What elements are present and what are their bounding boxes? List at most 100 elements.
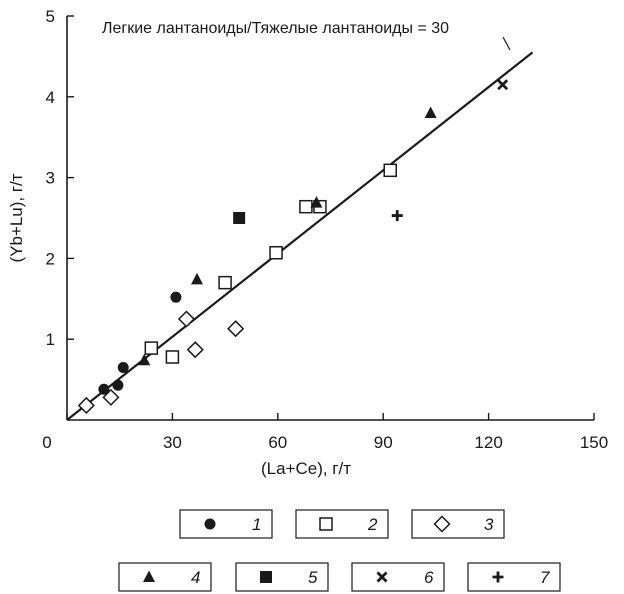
legend-box — [295, 509, 389, 539]
diamond-marker — [177, 310, 196, 328]
data-point-series-5 — [233, 212, 246, 224]
diamond-marker — [102, 388, 120, 406]
data-point-series-2 — [165, 350, 180, 364]
legend-label: 3 — [484, 515, 494, 534]
diamond-marker — [227, 320, 245, 338]
diamond-marker — [77, 396, 95, 415]
legend-marker-2 — [319, 517, 333, 531]
triangle-marker — [190, 272, 203, 285]
legend-item-6: 6 — [351, 562, 445, 592]
x-tick-label: 60 — [268, 433, 287, 452]
square-marker — [319, 517, 333, 531]
cross-marker — [376, 571, 388, 583]
ratio-annotation: Легкие лантаноиды/Тяжелые лантаноиды = 3… — [102, 20, 449, 37]
circle-marker — [112, 379, 124, 391]
diamond-marker — [186, 341, 204, 359]
x-tick-label: 120 — [474, 433, 502, 452]
legend-box — [411, 509, 505, 539]
data-point-series-4 — [190, 272, 203, 285]
x-tick-label: 90 — [374, 433, 393, 452]
data-point-series-1 — [98, 383, 110, 395]
data-point-series-2 — [144, 341, 159, 355]
legend-item-3: 3 — [411, 509, 505, 539]
y-tick-label: 4 — [46, 88, 55, 107]
x-tick-label: 150 — [580, 433, 608, 452]
legend-marker-4 — [143, 570, 155, 582]
circle-marker — [98, 383, 110, 395]
x-axis-label: (La+Ce), г/т — [261, 459, 351, 478]
data-point-series-1 — [170, 291, 182, 303]
legend-item-4: 4 — [118, 562, 212, 592]
annotation-leader — [502, 36, 511, 51]
legend-label: 1 — [252, 515, 261, 534]
y-tick-label: 3 — [46, 169, 55, 188]
legend-item-2: 2 — [295, 509, 389, 539]
legend-label: 6 — [424, 568, 434, 587]
data-point-series-3 — [227, 320, 245, 338]
legend: 1 2 3 4 5 6 7 — [118, 509, 561, 592]
legend-marker-3 — [433, 515, 451, 533]
filled-square-marker — [233, 212, 246, 224]
data-point-series-1 — [117, 361, 129, 373]
x-tick-label: 0 — [42, 433, 51, 452]
chart-labels: Легкие лантаноиды/Тяжелые лантаноиды = 3… — [7, 20, 449, 478]
square-marker — [144, 341, 159, 355]
data-point-series-4 — [138, 353, 151, 366]
square-marker — [299, 199, 313, 214]
y-axis-label: (Yb+Lu), г/т — [7, 173, 26, 262]
legend-box — [118, 562, 212, 592]
data-point-series-1 — [112, 379, 124, 391]
data-point-series-3 — [77, 396, 95, 415]
legend-marker-5 — [260, 571, 272, 583]
data-point-series-6 — [497, 79, 509, 91]
legend-label: 2 — [367, 515, 378, 534]
plus-marker — [492, 571, 504, 583]
square-marker — [269, 245, 283, 260]
data-point-series-2 — [218, 275, 232, 290]
data-point-series-3 — [186, 341, 204, 359]
triangle-marker — [424, 106, 437, 118]
legend-box — [235, 562, 329, 592]
diamond-marker — [433, 515, 451, 533]
data-points — [77, 79, 509, 415]
axes: 0 30 60 90 120 150 1 2 3 4 5 — [42, 7, 608, 452]
legend-label: 4 — [191, 568, 200, 587]
square-marker — [218, 275, 232, 290]
square-marker — [383, 163, 397, 178]
data-point-series-3 — [102, 388, 120, 406]
legend-box — [467, 562, 561, 592]
legend-marker-6 — [376, 571, 388, 583]
data-point-series-3 — [177, 310, 196, 328]
legend-label: 5 — [308, 568, 318, 587]
legend-label: 7 — [540, 568, 550, 587]
circle-marker — [117, 361, 129, 373]
square-marker — [165, 350, 180, 364]
data-point-series-2 — [383, 163, 397, 178]
circle-marker — [170, 291, 182, 303]
triangle-marker — [310, 196, 323, 208]
legend-item-5: 5 — [235, 562, 329, 592]
legend-marker-7 — [492, 571, 504, 583]
cross-marker — [497, 79, 509, 91]
legend-box — [351, 562, 445, 592]
triangle-marker — [138, 353, 151, 366]
data-point-series-2 — [269, 245, 283, 260]
legend-marker-1 — [204, 518, 216, 530]
triangle-marker — [143, 570, 155, 582]
data-point-series-4 — [424, 106, 437, 118]
plus-marker — [391, 210, 403, 222]
y-tick-label: 1 — [46, 330, 55, 349]
data-point-series-2 — [299, 199, 313, 214]
y-tick-label: 2 — [46, 249, 55, 268]
legend-item-1: 1 — [179, 509, 273, 539]
circle-marker — [204, 518, 216, 530]
legend-item-7: 7 — [467, 562, 561, 592]
trend-line — [66, 51, 534, 421]
data-point-series-4 — [310, 196, 323, 208]
trend-line-group — [66, 36, 534, 421]
filled-square-marker — [260, 571, 272, 583]
y-tick-label: 5 — [46, 7, 55, 26]
data-point-series-7 — [391, 210, 403, 222]
legend-box — [179, 509, 273, 539]
